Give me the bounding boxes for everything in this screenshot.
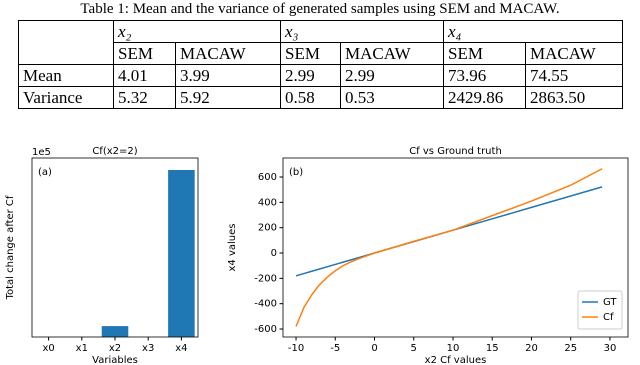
- x-tick-label: x4: [175, 343, 187, 354]
- cell: [18, 20, 114, 65]
- x-tick-label: 15: [486, 343, 499, 354]
- value-cell: 2863.50: [525, 86, 623, 109]
- x-axis-label: x2 Cf values: [425, 355, 487, 365]
- y-axis-label: x4 values: [227, 224, 238, 272]
- y-tick-label: -400: [254, 299, 277, 310]
- value-cell: 0.53: [340, 86, 444, 109]
- line: [295, 186, 603, 277]
- x-tick-label: x3: [142, 343, 154, 354]
- y-tick-label: 200: [258, 223, 277, 234]
- row-label: Variance: [18, 86, 114, 109]
- x-tick-label: x1: [76, 343, 88, 354]
- value-cell: 2.99: [280, 64, 341, 87]
- x-tick-label: -10: [288, 343, 304, 354]
- y-tick-label: 0: [271, 248, 277, 259]
- value-cell: 0.58: [280, 86, 341, 109]
- x-tick-label: x0: [42, 343, 54, 354]
- value-cell: 2.99: [340, 64, 444, 87]
- value-cell: 2429.86: [443, 86, 526, 109]
- x-tick-label: 25: [564, 343, 577, 354]
- table: x₂ x₃ x₄ SEM MACAW SEM MACAW SEM MACAW Mean 4.…: [18, 20, 623, 109]
- y-tick-label: 600: [258, 172, 277, 183]
- plot-frame: [282, 157, 629, 338]
- value-cell: 5.92: [175, 86, 281, 109]
- subheader-cell: MACAW: [175, 42, 281, 65]
- x-tick-label: 30: [604, 343, 617, 354]
- bar: [101, 326, 129, 337]
- bar: [168, 169, 195, 337]
- table-caption: Table 1: Mean and the variance of genera…: [80, 1, 560, 17]
- x-tick-label: 10: [447, 343, 460, 354]
- y-axis-label: Total change after Cf: [5, 195, 16, 300]
- x-axis-label: Variables: [92, 355, 138, 365]
- legend-box: [577, 290, 623, 330]
- x-tick-label: x2: [109, 343, 121, 354]
- annotation: (b): [289, 167, 303, 178]
- chart-title: Cf vs Ground truth: [409, 146, 502, 157]
- plot-frame: [31, 157, 199, 338]
- x-tick-label: -5: [330, 343, 340, 354]
- legend-label: GT: [603, 297, 617, 308]
- subheader-cell: MACAW: [525, 42, 623, 65]
- y-tick-label: -600: [254, 324, 277, 335]
- legend-label: Cf: [603, 312, 614, 323]
- y-tick-label: 400: [258, 197, 277, 208]
- x-tick-label: 0: [371, 343, 377, 354]
- x-tick-label: 5: [411, 343, 417, 354]
- x-tick-label: 20: [525, 343, 538, 354]
- chart-title: Cf(x2=2): [92, 146, 137, 157]
- offset-text: 1e5: [32, 147, 51, 158]
- annotation: (a): [38, 167, 52, 178]
- y-tick-label: -200: [254, 273, 277, 284]
- subheader-cell: SEM: [113, 42, 176, 65]
- line: [295, 168, 603, 327]
- subheader-cell: MACAW: [340, 42, 444, 65]
- value-cell: 5.32: [113, 86, 176, 109]
- row-label: Mean: [18, 64, 114, 87]
